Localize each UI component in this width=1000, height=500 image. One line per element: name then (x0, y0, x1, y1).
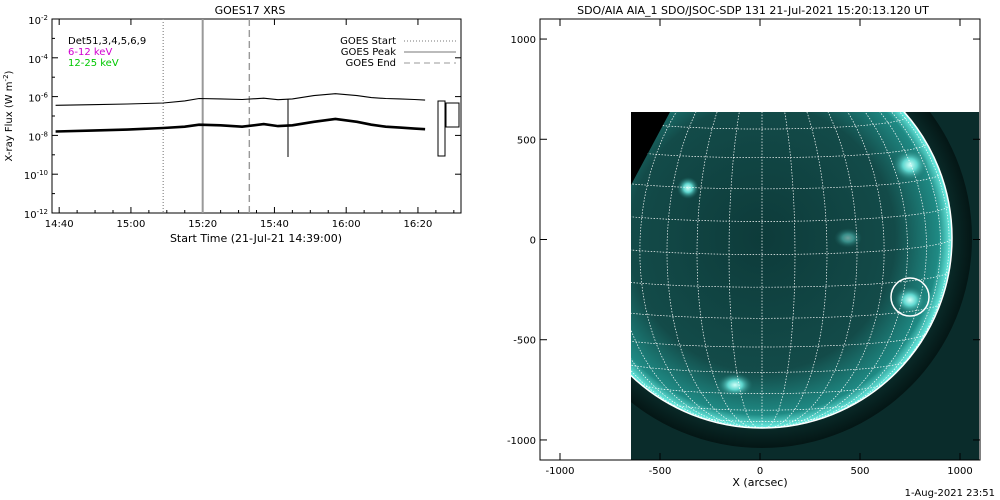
legend-goes-start: GOES Start (340, 36, 396, 47)
goes-y-axis-label: X-ray Flux (W m-2) (2, 70, 15, 161)
goes-end-box (437, 100, 446, 157)
legend-det: Det51,3,4,5,6,9 (68, 36, 146, 47)
goes-time-markers (162, 19, 251, 213)
legend-goes-end: GOES End (346, 58, 396, 69)
goes-legend-left: Det51,3,4,5,6,9 6-12 keV 12-25 keV (68, 36, 146, 69)
sun-disk (631, 112, 952, 428)
aia-y-tick-label: -500 (513, 336, 536, 347)
goes-y-tick-label: 10-12 (24, 208, 48, 221)
goes-y-tick-label: 10-2 (28, 14, 48, 27)
aia-x-axis: -1000 -500 0 500 1000 (545, 19, 973, 477)
flare-circle (890, 277, 930, 317)
goes-y-tick-label: 10-6 (28, 92, 48, 105)
goes-end-box-2 (445, 102, 460, 128)
goes-y-tick-label: 10-4 (28, 53, 48, 66)
goes-x-tick-label: 16:00 (332, 219, 361, 230)
goes-x-axis: 14:40 15:00 15:20 15:40 16:00 16:20 (45, 19, 455, 230)
grid-meridian (666, 112, 753, 429)
aia-x-tick-label: -500 (649, 466, 672, 477)
grid-parallel (667, 74, 857, 82)
goes-y-tick-label: 10-8 (28, 130, 48, 143)
aia-x-axis-label: X (arcsec) (732, 476, 787, 489)
goes-x-tick-label: 15:20 (188, 219, 217, 230)
goes-x-tick-label: 15:00 (117, 219, 146, 230)
goes-x-axis-label: Start Time (21-Jul-21 14:39:00) (170, 232, 342, 245)
legend-6-12: 6-12 keV (68, 47, 112, 58)
goes-y-tick-label: 10-10 (24, 169, 48, 182)
legend-12-25: 12-25 keV (68, 58, 119, 69)
goes-series-line-upper (55, 93, 426, 106)
aia-image (631, 52, 979, 460)
goes-x-tick-label: 14:40 (45, 219, 74, 230)
goes-series (55, 93, 426, 133)
aia-y-tick-label: 0 (530, 236, 536, 247)
bright-region-south (717, 373, 753, 397)
grid-meridian (808, 112, 941, 423)
aia-x-tick-label: 0 (757, 466, 763, 477)
goes-series-line-lower (55, 117, 426, 133)
aia-y-tick-label: 500 (517, 135, 536, 146)
aia-y-tick-label: -1000 (507, 436, 536, 447)
goes-plot-frame (51, 18, 462, 214)
grid-meridian (765, 112, 796, 429)
grid-parallel (697, 60, 827, 66)
legend-goes-peak: GOES Peak (341, 47, 396, 58)
aia-x-tick-label: -1000 (545, 466, 574, 477)
goes-x-tick-label: 15:40 (260, 219, 289, 230)
aia-panel: SDO/AIA AIA_1 SDO/JSOC-SDP 131 21-Jul-20… (507, 4, 981, 489)
goes-x-tick-label: 16:20 (404, 219, 433, 230)
goes-panel: GOES17 XRS 10-2 10-4 10-6 10-8 10-10 10-12 14… (2, 4, 462, 245)
aia-x-tick-label: 500 (850, 466, 869, 477)
aia-y-axis: 1000 500 0 -500 -1000 (507, 35, 980, 447)
aia-title: SDO/AIA AIA_1 SDO/JSOC-SDP 131 21-Jul-20… (577, 4, 929, 17)
grid-parallel (631, 237, 953, 255)
grid-meridian (771, 112, 858, 429)
grid-parallel (699, 416, 825, 422)
grid-parallel (631, 360, 907, 373)
goes-title: GOES17 XRS (215, 4, 286, 17)
bright-region-ne (892, 149, 928, 181)
grid-meridian (784, 112, 908, 427)
footer-timestamp: 1-Aug-2021 23:51 (905, 488, 995, 499)
aia-x-tick-label: 1000 (947, 466, 972, 477)
grid-parallel (640, 383, 884, 394)
grid-parallel (668, 402, 856, 411)
grid-parallel (631, 173, 941, 190)
sun-limb (631, 112, 953, 429)
goes-legend-right: GOES Start GOES Peak GOES End (340, 36, 456, 69)
grid-parallel (640, 93, 884, 104)
grid-parallel (631, 333, 927, 348)
grid-parallel (631, 143, 927, 159)
grid-parallel (729, 52, 795, 55)
bright-region-west (677, 177, 699, 199)
bright-region-mid (834, 228, 862, 248)
missing-data-corner (631, 112, 670, 185)
grid-meridian (728, 112, 759, 429)
goes-y-axis: 10-2 10-4 10-6 10-8 10-10 10-12 (24, 14, 461, 221)
grid-parallel (631, 205, 950, 222)
aia-y-tick-label: 1000 (511, 35, 536, 46)
